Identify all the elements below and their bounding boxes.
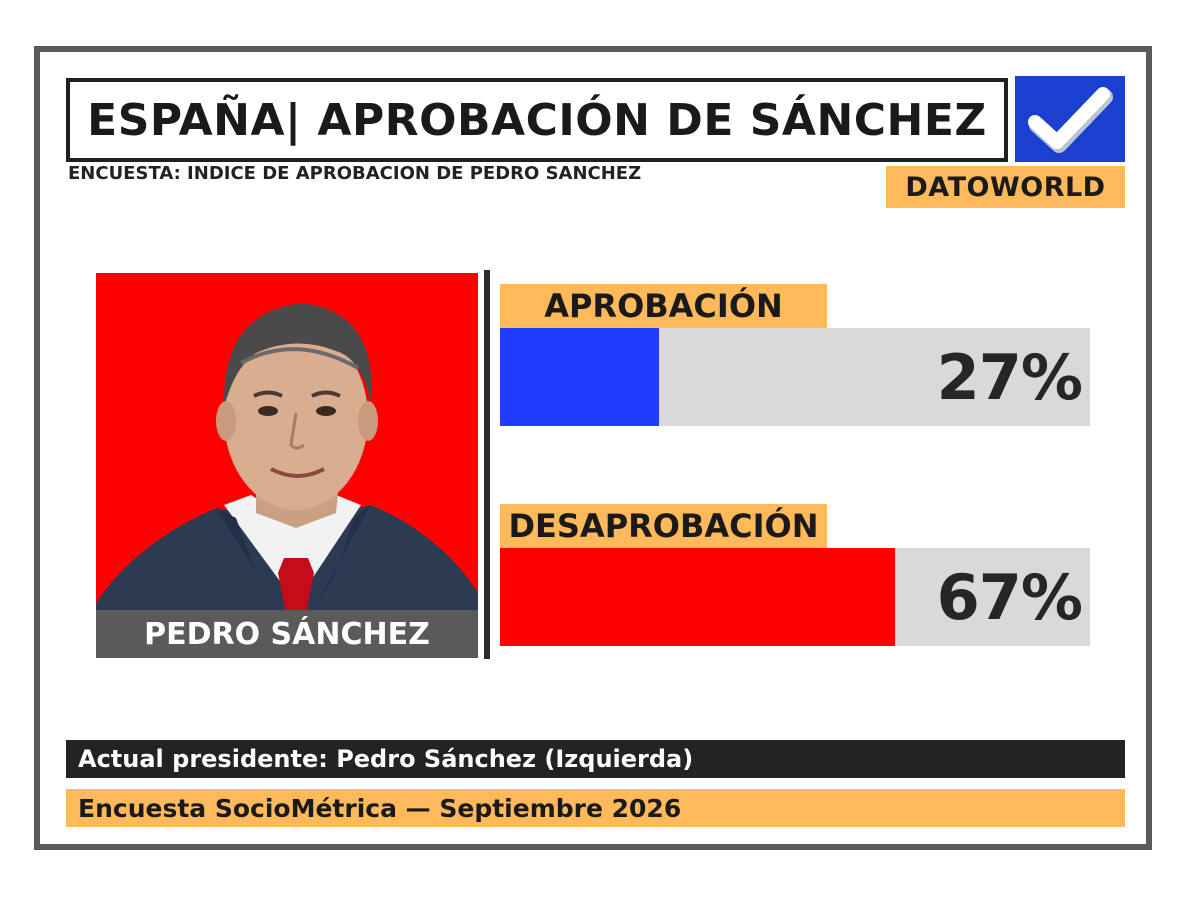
vertical-divider [484,270,490,659]
portrait-illustration [96,273,478,658]
bar-label: APROBACIÓN [500,284,827,328]
bar-track: 27% [500,328,1090,426]
bar-label: DESAPROBACIÓN [500,504,827,548]
bar-value-label: 27% [936,340,1083,414]
bar-track: 67% [500,548,1090,646]
checkmark-icon [1015,76,1125,162]
bar-value-label: 67% [936,560,1083,634]
footer-source-line: Encuesta SocioMétrica — Septiembre 2026 [66,789,1125,827]
subtitle: ENCUESTA: INDICE DE APROBACION DE PEDRO … [68,163,642,184]
brand-label: DATOWORLD [886,166,1125,208]
portrait-name: PEDRO SÁNCHEZ [144,616,430,652]
bar-fill [500,548,896,646]
page-title: ESPAÑA| APROBACIÓN DE SÁNCHEZ [87,94,987,146]
portrait-photo [96,273,478,658]
portrait-name-plate: PEDRO SÁNCHEZ [96,610,478,658]
title-box: ESPAÑA| APROBACIÓN DE SÁNCHEZ [66,78,1008,162]
bar-fill [500,328,660,426]
footer-president-line: Actual presidente: Pedro Sánchez (Izquie… [66,740,1125,778]
